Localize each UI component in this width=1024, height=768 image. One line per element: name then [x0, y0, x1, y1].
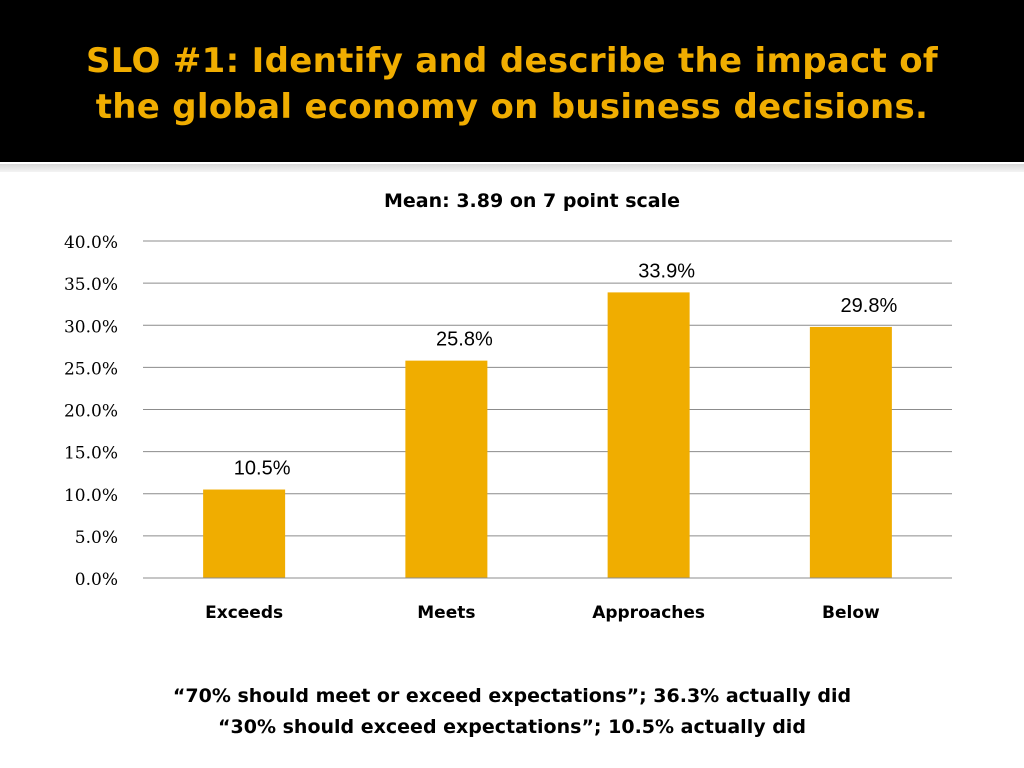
slide-title: SLO #1: Identify and describe the impact…	[0, 38, 1024, 130]
chart-title: Mean: 3.89 on 7 point scale	[384, 190, 680, 212]
bar-chart: Mean: 3.89 on 7 point scale 0.0% 5.0% 10.0…	[64, 190, 952, 623]
x-tick-label: Below	[822, 603, 880, 623]
bar-meets	[405, 360, 488, 578]
y-tick-label: 40.0%	[64, 233, 118, 253]
bar-exceeds	[203, 489, 286, 578]
bar-approaches	[607, 292, 690, 578]
bars	[203, 292, 892, 578]
footnote-exceed: “30% should exceed expectations”; 10.5% …	[218, 716, 806, 738]
y-tick-label: 25.0%	[64, 359, 118, 379]
bar-below	[809, 326, 892, 578]
y-tick-label: 30.0%	[64, 317, 118, 337]
y-tick-label: 0.0%	[75, 570, 118, 590]
footnote-meet-exceed: “70% should meet or exceed expectations”…	[172, 685, 852, 707]
slide-title-line-1: SLO #1: Identify and describe the impact…	[86, 41, 938, 81]
x-tick-label: Meets	[417, 603, 475, 623]
y-axis-tick-labels: 0.0% 5.0% 10.0% 15.0% 20.0% 25.0% 30.0% 35.0% 40…	[64, 233, 118, 590]
data-label: 25.8%	[436, 329, 493, 351]
title-bar: SLO #1: Identify and describe the impact…	[0, 0, 1024, 162]
data-label: 29.8%	[841, 295, 898, 317]
data-label: 33.9%	[638, 260, 695, 282]
y-tick-label: 5.0%	[75, 528, 118, 548]
slide-title-line-2: the global economy on business decisions…	[95, 87, 929, 127]
y-tick-label: 15.0%	[64, 444, 118, 464]
x-tick-label: Approaches	[592, 603, 705, 623]
x-axis-tick-labels: Exceeds Meets Approaches Below	[205, 603, 880, 623]
header-divider	[0, 164, 1024, 172]
y-tick-label: 35.0%	[64, 275, 118, 295]
y-tick-label: 10.0%	[64, 486, 118, 506]
x-tick-label: Exceeds	[205, 603, 283, 623]
y-tick-label: 20.0%	[64, 402, 118, 422]
data-labels: 10.5% 25.8% 33.9% 29.8%	[234, 260, 898, 479]
data-label: 10.5%	[234, 458, 291, 480]
